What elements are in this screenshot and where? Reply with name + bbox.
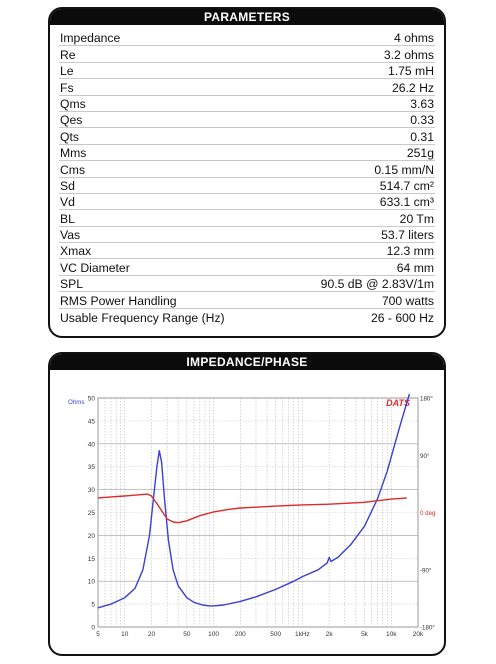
y-tick-label: 5 [91, 602, 95, 609]
x-tick-label: 500 [270, 631, 281, 638]
brand-logo: DATS [386, 398, 410, 408]
x-tick-label: 10k [386, 631, 397, 638]
parameter-value: 4 ohms [394, 31, 434, 46]
phase-curve [97, 493, 407, 524]
x-tick-label: 1kHz [295, 631, 310, 638]
parameter-label: Re [60, 47, 76, 62]
parameters-table: Impedance 4 ohms Re 3.2 ohms Le 1.75 mH Fs 26.2… [50, 25, 444, 325]
phase-tick-label: -180° [420, 625, 435, 632]
parameter-row: SPL 90.5 dB @ 2.83V/1m [59, 276, 435, 293]
parameter-value: 251g [406, 146, 434, 161]
parameter-label: RMS Power Handling [60, 293, 177, 308]
parameter-label: Impedance [60, 31, 121, 46]
parameter-label: VC Diameter [60, 260, 130, 275]
y-tick-label: 45 [88, 418, 96, 425]
parameters-header: PARAMETERS [50, 9, 444, 25]
parameter-row: VC Diameter 64 mm [59, 259, 435, 276]
phase-tick-label: 0 deg [420, 510, 436, 517]
parameter-label: Qts [60, 129, 79, 144]
x-tick-label: 5k [361, 631, 369, 638]
parameter-label: Vd [60, 195, 75, 210]
parameter-label: Fs [60, 80, 74, 95]
y-tick-label: 20 [88, 533, 96, 540]
parameter-value: 700 watts [381, 293, 434, 308]
x-tick-label: 20k [413, 631, 424, 638]
impedance-phase-panel: IMPEDANCE/PHASE 5 10 20 50 100 200 500 1kHz 2k 5k… [48, 352, 446, 656]
parameter-row: Qes 0.33 [59, 112, 435, 129]
parameter-row: Usable Frequency Range (Hz) 26 - 600 Hz [59, 309, 435, 325]
parameter-value: 1.75 mH [387, 64, 434, 79]
parameter-label: Qes [60, 113, 83, 128]
impedance-phase-chart: 5 10 20 50 100 200 500 1kHz 2k 5k 10k 20k0510152025… [68, 393, 436, 638]
parameter-row: Impedance 4 ohms [59, 30, 435, 47]
x-tick-label: 2k [326, 631, 334, 638]
y-tick-label: 0 [91, 625, 95, 632]
parameter-row: Re 3.2 ohms [59, 46, 435, 63]
parameter-row: Le 1.75 mH [59, 63, 435, 80]
parameter-label: Cms [60, 162, 86, 177]
x-tick-label: 100 [208, 631, 219, 638]
y-tick-label: 30 [88, 487, 96, 494]
x-tick-label: 200 [235, 631, 246, 638]
parameter-value: 26.2 Hz [391, 80, 434, 95]
parameter-value: 0.31 [410, 129, 434, 144]
parameter-value: 12.3 mm [386, 244, 434, 259]
parameter-value: 0.33 [410, 113, 434, 128]
y-tick-label: 25 [88, 510, 96, 517]
parameter-value: 3.2 ohms [383, 47, 434, 62]
y-tick-label: 35 [88, 464, 96, 471]
y-unit-label: Ohms [68, 399, 85, 406]
parameter-row: Mms 251g [59, 145, 435, 162]
parameter-value: 26 - 600 Hz [370, 311, 434, 326]
parameters-panel: PARAMETERS Impedance 4 ohms Re 3.2 ohms Le 1.… [48, 7, 446, 338]
parameter-row: BL 20 Tm [59, 210, 435, 227]
parameter-row: Xmax 12.3 mm [59, 243, 435, 260]
phase-tick-label: 180° [420, 396, 433, 403]
x-tick-label: 10 [121, 631, 129, 638]
y-tick-label: 50 [88, 396, 96, 403]
phase-tick-label: 90° [420, 453, 430, 460]
parameter-label: Qms [60, 96, 86, 111]
parameter-row: Vas 53.7 liters [59, 227, 435, 244]
parameter-label: Xmax [60, 244, 92, 259]
parameter-value: 64 mm [396, 260, 434, 275]
x-tick-label: 5 [96, 631, 100, 638]
parameter-row: Fs 26.2 Hz [59, 79, 435, 96]
parameter-label: Le [60, 64, 74, 79]
y-tick-label: 40 [88, 441, 96, 448]
parameter-value: 633.1 cm³ [379, 195, 434, 210]
parameter-value: 0.15 mm/N [374, 162, 434, 177]
parameter-row: RMS Power Handling 700 watts [59, 292, 435, 309]
phase-tick-label: -90° [420, 567, 432, 574]
parameter-row: Qms 3.63 [59, 96, 435, 112]
parameter-value: 3.63 [410, 96, 434, 111]
parameter-row: Qts 0.31 [59, 128, 435, 145]
parameter-value: 90.5 dB @ 2.83V/1m [320, 277, 434, 292]
impedance-phase-header: IMPEDANCE/PHASE [50, 354, 444, 370]
parameter-row: Cms 0.15 mm/N [59, 161, 435, 178]
y-tick-label: 15 [88, 556, 96, 563]
parameter-value: 53.7 liters [381, 228, 434, 243]
x-tick-label: 50 [183, 631, 191, 638]
parameter-label: BL [60, 211, 75, 226]
parameter-value: 20 Tm [399, 211, 434, 226]
parameter-row: Vd 633.1 cm³ [59, 194, 435, 211]
parameter-label: Vas [60, 228, 81, 243]
y-tick-label: 10 [88, 579, 96, 586]
parameter-label: Usable Frequency Range (Hz) [60, 311, 225, 326]
parameter-row: Sd 514.7 cm² [59, 178, 435, 194]
parameter-label: SPL [60, 277, 84, 292]
parameter-label: Mms [60, 146, 87, 161]
parameter-value: 514.7 cm² [379, 178, 434, 193]
parameter-label: Sd [60, 178, 75, 193]
x-tick-label: 20 [148, 631, 156, 638]
impedance-curve [97, 393, 411, 609]
